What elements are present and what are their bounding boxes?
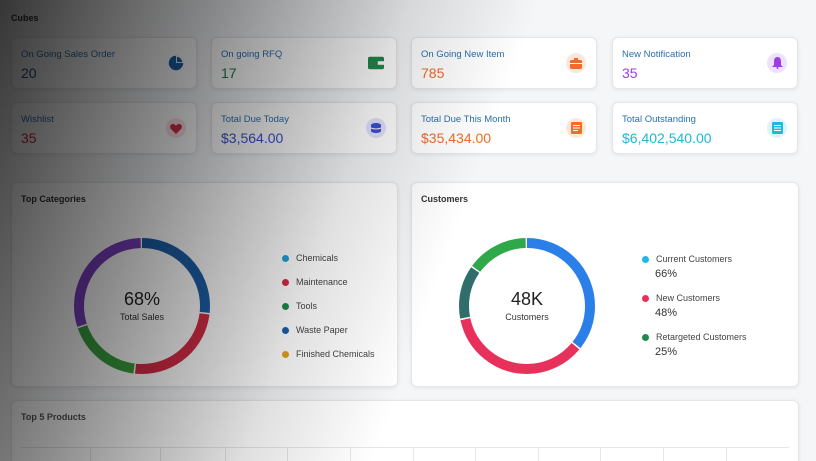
top-categories-title: Top Categories — [21, 194, 86, 204]
legend-item-tools[interactable]: Tools — [282, 301, 317, 311]
legend-label: New Customers — [656, 293, 721, 303]
top-products-title: Top 5 Products — [21, 412, 86, 422]
cube-value: 35 — [21, 130, 37, 146]
cube-label: On Going New Item — [421, 49, 505, 60]
cube-value: 17 — [221, 65, 237, 81]
legend-dot — [642, 255, 649, 263]
legend-label: Chemicals — [296, 253, 339, 263]
cube-card-total-outstanding[interactable]: Total Outstanding $6,402,540.00 — [612, 102, 798, 154]
cube-label: New Notification — [622, 49, 691, 60]
coins-icon — [366, 118, 386, 138]
legend-dot — [282, 326, 289, 334]
cube-card-new-notification[interactable]: New Notification 35 — [612, 37, 798, 89]
legend-dot — [282, 254, 289, 262]
customers-center-label: Customers — [505, 312, 549, 322]
cube-value: 20 — [21, 65, 37, 81]
legend-dot — [642, 333, 649, 341]
legend-item-current-customers[interactable]: Current Customers — [642, 254, 732, 264]
legend-label: Tools — [296, 301, 318, 311]
cube-value: $35,434.00 — [421, 130, 492, 146]
legend-label: Waste Paper — [296, 325, 348, 335]
cube-value: $3,564.00 — [221, 130, 284, 146]
top-products-panel: Top 5 Products — [11, 400, 799, 461]
cube-value: $6,402,540.00 — [622, 130, 712, 146]
cube-card-on-going-rfq[interactable]: On going RFQ 17 — [211, 37, 397, 89]
cube-card-total-due-this-month[interactable]: Total Due This Month $35,434.00 — [411, 102, 597, 154]
cube-label: Total Due Today — [221, 114, 289, 125]
legend-dot — [282, 350, 289, 358]
customers-center-value: 48K — [510, 289, 544, 309]
invoice-icon — [566, 118, 586, 138]
legend-item-waste-paper[interactable]: Waste Paper — [282, 325, 348, 335]
cube-card-total-due-today[interactable]: Total Due Today $3,564.00 — [211, 102, 397, 154]
total-sales-label: Total Sales — [119, 312, 165, 322]
cubes-title: Cubes — [11, 13, 39, 23]
cube-label: On going RFQ — [221, 49, 283, 60]
legend-item-new-customers[interactable]: New Customers — [642, 293, 720, 303]
legend-label: Retargeted Customers — [656, 332, 747, 342]
bell-icon — [767, 53, 787, 73]
legend-label: Finished Chemicals — [296, 349, 375, 359]
table-header-line — [21, 447, 789, 448]
cube-card-on-going-new-item[interactable]: On Going New Item 785 — [411, 37, 597, 89]
legend-item-maintenance[interactable]: Maintenance — [282, 277, 348, 287]
heart-icon — [166, 118, 186, 138]
cube-label: On Going Sales Order — [21, 49, 115, 60]
legend-dot — [282, 302, 289, 310]
cube-value: 785 — [421, 65, 445, 81]
legend-item-chemicals[interactable]: Chemicals — [282, 253, 338, 263]
cube-label: Total Outstanding — [622, 114, 696, 125]
customers-panel: Customers 48K Customers Current Customer… — [411, 182, 799, 387]
document-icon — [767, 118, 787, 138]
legend-value: 66% — [655, 268, 678, 280]
cube-value: 35 — [622, 65, 638, 81]
legend-label: Current Customers — [656, 254, 733, 264]
cube-label: Wishlist — [21, 114, 54, 125]
customers-title: Customers — [421, 194, 469, 204]
legend-value: 48% — [655, 307, 678, 319]
cube-card-on-going-sales-order[interactable]: On Going Sales Order 20 — [11, 37, 197, 89]
legend-value: 25% — [655, 346, 678, 358]
wallet-icon — [366, 53, 386, 73]
cube-card-wishlist[interactable]: Wishlist 35 — [11, 102, 197, 154]
cube-label: Total Due This Month — [421, 114, 511, 125]
briefcase-icon — [566, 53, 586, 73]
legend-dot — [642, 294, 649, 302]
legend-label: Maintenance — [296, 277, 348, 287]
legend-item-retargeted-customers[interactable]: Retargeted Customers — [642, 332, 747, 342]
pie-chart-icon — [166, 53, 186, 73]
total-sales-value: 68% — [123, 289, 161, 309]
legend-dot — [282, 278, 289, 286]
top-categories-panel: Top Categories 68% Total Sales Chemicals… — [11, 182, 398, 387]
legend-item-finished-chemicals[interactable]: Finished Chemicals — [282, 349, 375, 359]
